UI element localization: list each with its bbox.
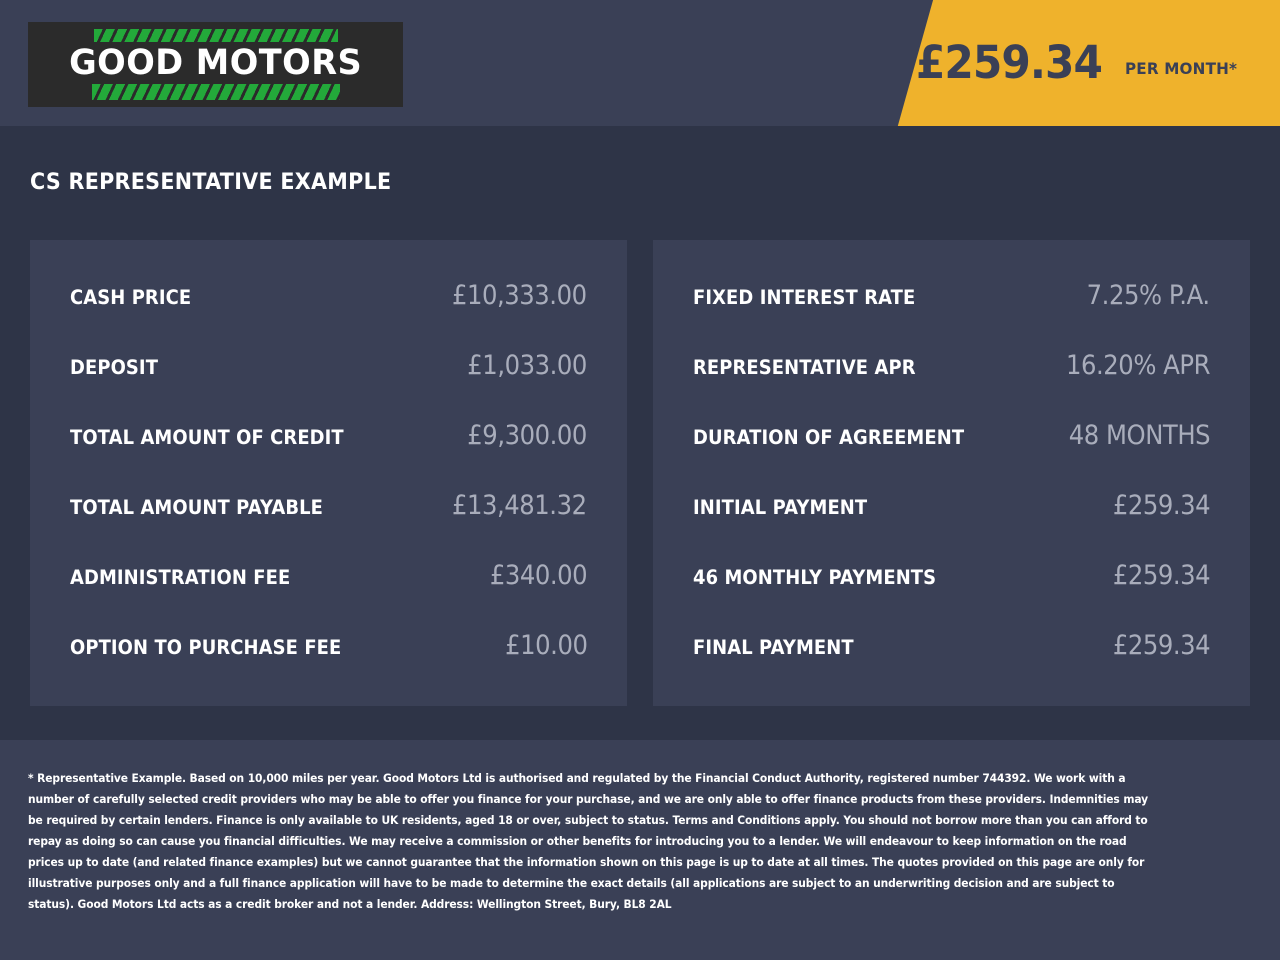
table-row: TOTAL AMOUNT PAYABLE £13,481.32 bbox=[70, 490, 587, 560]
monthly-price-amount: £259.34 bbox=[915, 35, 1103, 89]
page-title: CS REPRESENTATIVE EXAMPLE bbox=[30, 170, 392, 195]
row-value: £9,300.00 bbox=[467, 420, 587, 451]
row-label: TOTAL AMOUNT PAYABLE bbox=[70, 496, 323, 519]
table-row: ADMINISTRATION FEE £340.00 bbox=[70, 560, 587, 630]
table-row: FIXED INTEREST RATE 7.25% P.A. bbox=[693, 280, 1210, 350]
terms-panel: FIXED INTEREST RATE 7.25% P.A. REPRESENT… bbox=[653, 240, 1250, 706]
row-label: DURATION OF AGREEMENT bbox=[693, 426, 965, 449]
row-value: £340.00 bbox=[489, 560, 588, 591]
row-value: 7.25% P.A. bbox=[1087, 280, 1210, 311]
row-value: £259.34 bbox=[1112, 630, 1211, 661]
row-value: £10.00 bbox=[504, 630, 588, 661]
table-row: 46 MONTHLY PAYMENTS £259.34 bbox=[693, 560, 1210, 630]
logo-wordmark: GOOD MOTORS bbox=[68, 42, 363, 83]
table-row: OPTION TO PURCHASE FEE £10.00 bbox=[70, 630, 587, 700]
row-value: £259.34 bbox=[1112, 490, 1211, 521]
table-row: DEPOSIT £1,033.00 bbox=[70, 350, 587, 420]
row-label: 46 MONTHLY PAYMENTS bbox=[693, 566, 937, 589]
row-label: TOTAL AMOUNT OF CREDIT bbox=[70, 426, 344, 449]
table-row: CASH PRICE £10,333.00 bbox=[70, 280, 587, 350]
table-row: REPRESENTATIVE APR 16.20% APR bbox=[693, 350, 1210, 420]
table-row: FINAL PAYMENT £259.34 bbox=[693, 630, 1210, 700]
row-label: REPRESENTATIVE APR bbox=[693, 356, 916, 379]
row-label: DEPOSIT bbox=[70, 356, 159, 379]
row-label: FINAL PAYMENT bbox=[693, 636, 854, 659]
row-value: £10,333.00 bbox=[452, 280, 587, 311]
monthly-price-banner: £259.34 PER MONTH* bbox=[897, 0, 1280, 126]
table-row: TOTAL AMOUNT OF CREDIT £9,300.00 bbox=[70, 420, 587, 490]
dealer-logo[interactable]: GOOD MOTORS bbox=[28, 22, 403, 107]
table-row: INITIAL PAYMENT £259.34 bbox=[693, 490, 1210, 560]
row-label: CASH PRICE bbox=[70, 286, 192, 309]
monthly-price-period: PER MONTH* bbox=[1124, 58, 1238, 78]
table-row: DURATION OF AGREEMENT 48 MONTHS bbox=[693, 420, 1210, 490]
row-value: £13,481.32 bbox=[452, 490, 587, 521]
footer-disclaimer: * Representative Example. Based on 10,00… bbox=[0, 740, 1280, 960]
row-label: OPTION TO PURCHASE FEE bbox=[70, 636, 342, 659]
representative-example-panels: CASH PRICE £10,333.00 DEPOSIT £1,033.00 … bbox=[30, 240, 1250, 706]
disclaimer-text: * Representative Example. Based on 10,00… bbox=[28, 772, 1149, 911]
cost-breakdown-panel: CASH PRICE £10,333.00 DEPOSIT £1,033.00 … bbox=[30, 240, 627, 706]
row-value: £259.34 bbox=[1112, 560, 1211, 591]
row-value: 16.20% APR bbox=[1065, 350, 1210, 381]
row-label: ADMINISTRATION FEE bbox=[70, 566, 291, 589]
row-label: INITIAL PAYMENT bbox=[693, 496, 868, 519]
row-value: 48 MONTHS bbox=[1068, 420, 1211, 451]
page-header: GOOD MOTORS £259.34 PER MONTH* bbox=[0, 0, 1280, 126]
logo-stripes-top-icon bbox=[93, 28, 338, 42]
row-label: FIXED INTEREST RATE bbox=[693, 286, 916, 309]
row-value: £1,033.00 bbox=[467, 350, 587, 381]
logo-stripes-bottom-icon bbox=[91, 84, 340, 101]
